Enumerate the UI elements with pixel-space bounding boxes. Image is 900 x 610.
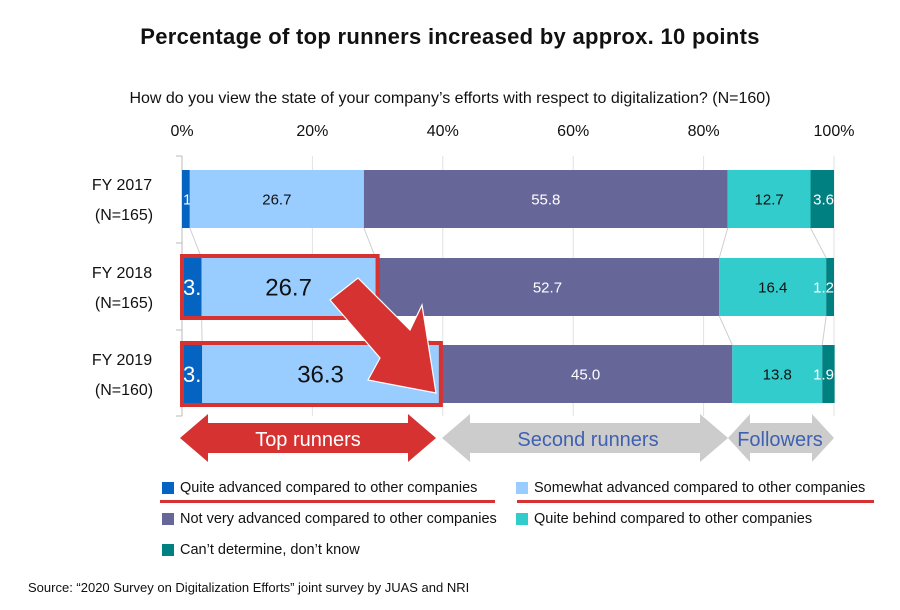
- followers-arrow-icon: [728, 414, 834, 462]
- legend-item-not-very-advanced: Not very advanced compared to other comp…: [162, 511, 497, 527]
- data-label: 26.7: [262, 191, 291, 208]
- category-label: FY 2019: [92, 352, 152, 369]
- legend-label: Can’t determine, don’t know: [180, 542, 360, 558]
- legend-swatch: [162, 513, 174, 525]
- category-label: FY 2017: [92, 177, 152, 194]
- legend-label: Not very advanced compared to other comp…: [180, 511, 497, 527]
- legend-item-somewhat-advanced: Somewhat advanced compared to other comp…: [516, 480, 865, 496]
- bar-segment: [182, 170, 190, 228]
- data-label: 12.7: [755, 191, 784, 208]
- legend-item-quite-advanced: Quite advanced compared to other compani…: [162, 480, 477, 496]
- source-note: Source: “2020 Survey on Digitalization E…: [28, 580, 470, 595]
- data-label: 45.0: [571, 366, 600, 383]
- bar-segment: [182, 258, 202, 316]
- x-tick-label: 60%: [557, 123, 589, 140]
- legend-swatch: [162, 544, 174, 556]
- legend-item-cant-determine: Can’t determine, don’t know: [162, 542, 360, 558]
- group-label: Top runners: [255, 429, 361, 451]
- legend-swatch: [516, 482, 528, 494]
- x-tick-label: 0%: [170, 123, 193, 140]
- data-label: 13.8: [763, 366, 792, 383]
- highlight-underline: [517, 500, 874, 503]
- series-connector: [363, 227, 377, 259]
- series-connector: [718, 227, 729, 259]
- x-tick-label: 40%: [427, 123, 459, 140]
- legend-item-quite-behind: Quite behind compared to other companies: [516, 511, 812, 527]
- series-connector: [810, 227, 827, 259]
- chart-subtitle: How do you view the state of your compan…: [129, 90, 771, 107]
- series-connector: [821, 315, 827, 346]
- bar-segment: [727, 170, 811, 228]
- bar-segment: [375, 258, 720, 316]
- data-label: 36.3: [297, 362, 344, 389]
- series-connector: [718, 315, 733, 346]
- group-label: Second runners: [517, 429, 658, 451]
- category-n-label: (N=165): [95, 295, 153, 312]
- data-label: 52.7: [533, 279, 562, 296]
- bar-segment: [732, 345, 823, 403]
- highlight-box: [180, 254, 380, 320]
- legend-label: Quite behind compared to other companies: [534, 511, 813, 527]
- data-label: 16.4: [758, 279, 787, 296]
- trend-arrow-icon: [329, 277, 437, 394]
- bar-segment: [719, 258, 827, 316]
- highlight-underline: [160, 500, 495, 503]
- category-label: FY 2018: [92, 265, 152, 282]
- legend-swatch: [162, 482, 174, 494]
- category-n-label: (N=160): [95, 382, 153, 399]
- bar-segment: [822, 345, 835, 403]
- bar-segment: [189, 170, 364, 228]
- top-runners-arrow-icon: [180, 414, 436, 462]
- bar-segment: [826, 258, 834, 316]
- series-connector: [201, 315, 203, 346]
- data-label: 26.7: [265, 275, 312, 302]
- bar-segment: [182, 345, 203, 403]
- legend-label: Somewhat advanced compared to other comp…: [534, 480, 866, 496]
- bar-segment: [363, 170, 728, 228]
- series-connector: [189, 227, 203, 259]
- chart-title: Percentage of top runners increased by a…: [140, 24, 760, 49]
- legend-swatch: [516, 513, 528, 525]
- category-n-label: (N=165): [95, 207, 153, 224]
- highlight-box: [180, 341, 443, 407]
- bar-segment: [810, 170, 834, 228]
- x-tick-label: 80%: [688, 123, 720, 140]
- x-tick-label: 100%: [814, 123, 855, 140]
- second-runners-arrow-icon: [442, 414, 728, 462]
- data-label: 55.8: [531, 191, 560, 208]
- bar-segment: [438, 345, 733, 403]
- data-label: 3.6: [813, 191, 834, 208]
- data-label: 1.2: [813, 279, 834, 296]
- group-label: Followers: [737, 429, 823, 451]
- x-tick-label: 20%: [296, 123, 328, 140]
- data-label: 1.9: [813, 366, 834, 383]
- legend-label: Quite advanced compared to other compani…: [180, 480, 478, 496]
